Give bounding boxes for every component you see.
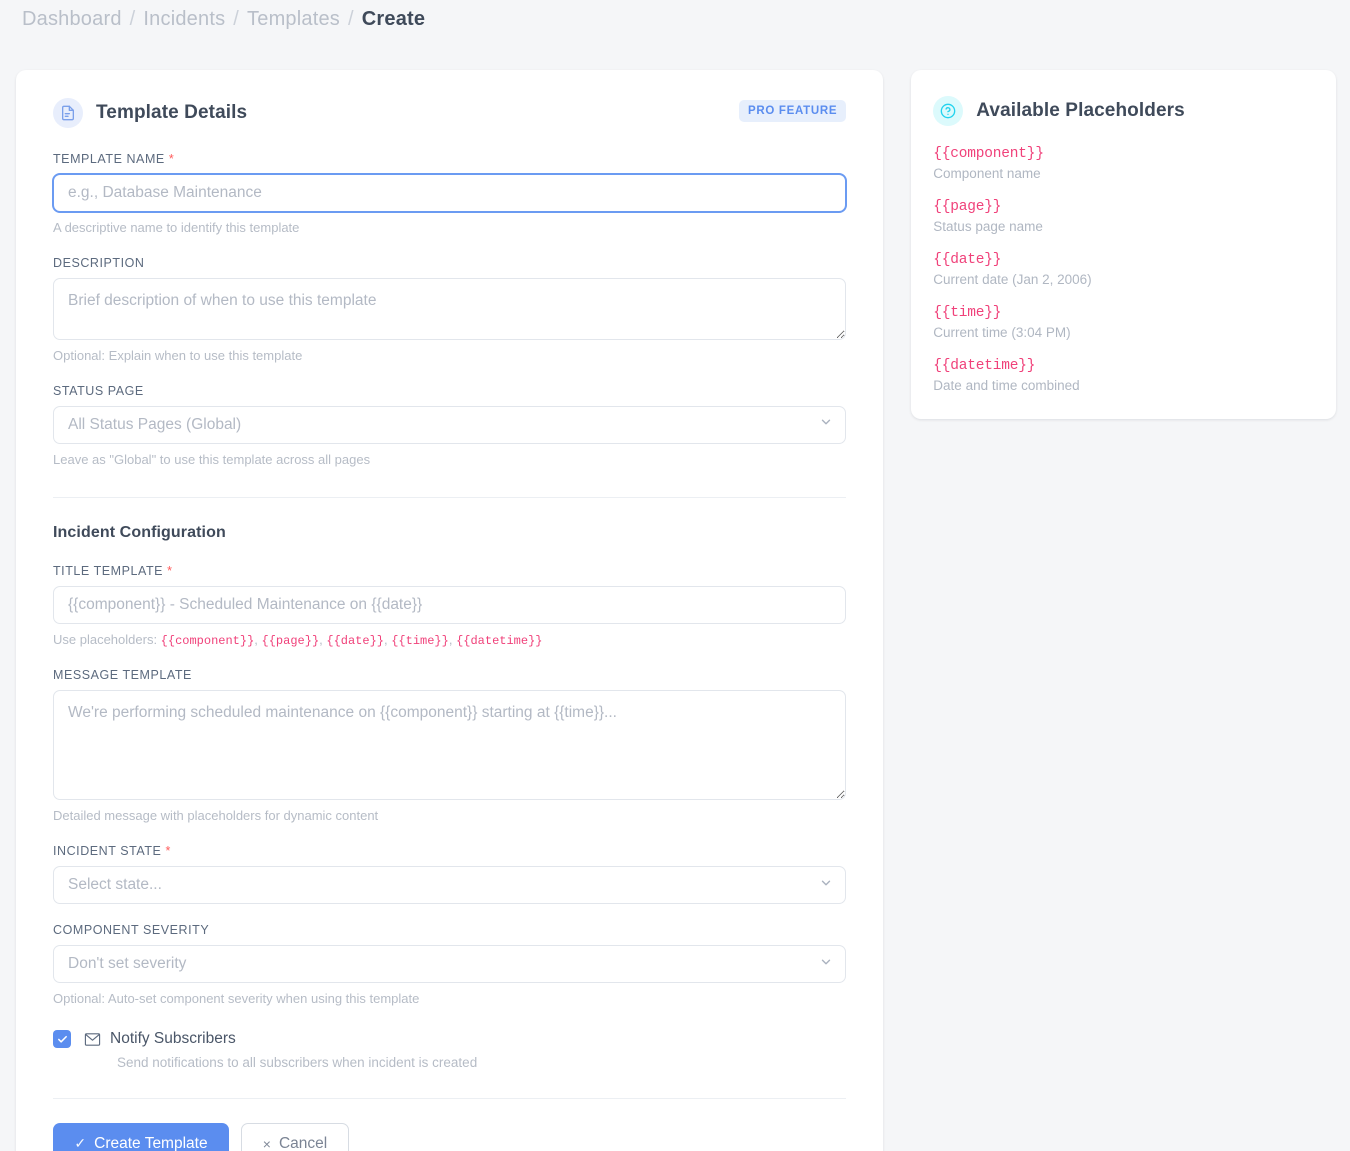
breadcrumb-item-templates[interactable]: Templates [247, 8, 340, 30]
placeholder-item: {{page}} Status page name [933, 199, 1314, 234]
incident-state-label: INCIDENT STATE * [53, 844, 171, 859]
incident-state-select[interactable]: Select state... [53, 866, 847, 905]
message-template-label: MESSAGE TEMPLATE [53, 668, 192, 683]
message-template-textarea[interactable] [53, 690, 847, 801]
title-template-input[interactable] [53, 585, 847, 624]
breadcrumb-item-incidents[interactable]: Incidents [143, 8, 226, 30]
close-icon: × [262, 1135, 271, 1151]
envelope-icon [84, 1031, 101, 1048]
notify-subscribers-row[interactable]: Notify Subscribers [53, 1030, 846, 1049]
placeholder-item: {{date}} Current date (Jan 2, 2006) [933, 252, 1314, 287]
chevron-down-icon [819, 955, 833, 974]
status-page-hint: Leave as "Global" to use this template a… [53, 451, 371, 467]
create-template-button[interactable]: ✓ Create Template [53, 1123, 229, 1151]
placeholder-code[interactable]: {{date}} [933, 252, 1002, 268]
document-icon [53, 98, 83, 128]
placeholder-item: {{datetime}} Date and time combined [933, 358, 1314, 393]
status-page-label: STATUS PAGE [53, 383, 144, 398]
card-header: Template Details [53, 96, 846, 130]
placeholder-code: {{page}} [261, 633, 320, 648]
available-placeholders-card: Available Placeholders {{component}} Com… [911, 70, 1336, 419]
page-title: Template Details [96, 102, 248, 123]
placeholder-code[interactable]: {{page}} [933, 199, 1002, 215]
description-textarea[interactable] [53, 277, 847, 340]
field-status-page: STATUS PAGE All Status Pages (Global) Le… [53, 383, 847, 469]
required-marker: * [168, 152, 175, 166]
required-marker: * [167, 563, 173, 578]
content-area: Template Details PRO FEATURE TEMPLATE NA… [16, 70, 1336, 1151]
component-severity-label: COMPONENT SEVERITY [53, 923, 210, 938]
form-actions: ✓ Create Template × Cancel [53, 1123, 846, 1151]
check-icon: ✓ [74, 1135, 87, 1151]
placeholder-description: Current time (3:04 PM) [933, 325, 1071, 340]
cancel-button[interactable]: × Cancel [241, 1123, 349, 1151]
field-incident-state: INCIDENT STATE * Select state... [53, 844, 847, 905]
required-marker: * [165, 844, 171, 859]
field-title-template: TITLE TEMPLATE * Use placeholders: {{com… [53, 563, 847, 650]
placeholder-item: {{component}} Component name [933, 146, 1314, 181]
cancel-label: Cancel [278, 1134, 328, 1151]
breadcrumb-separator: / [129, 8, 136, 30]
placeholder-code: {{date}} [326, 633, 384, 648]
section-divider [53, 496, 847, 498]
incident-configuration-heading: Incident Configuration [53, 523, 226, 541]
placeholder-code[interactable]: {{time}} [933, 305, 1002, 321]
help-circle-icon [933, 96, 964, 126]
placeholder-item: {{time}} Current time (3:04 PM) [933, 305, 1314, 340]
placeholder-code: {{time}} [391, 633, 449, 648]
notify-subscribers-checkbox[interactable] [53, 1030, 71, 1049]
breadcrumb: Dashboard / Incidents / Templates / Crea… [22, 8, 425, 31]
sidebar-header: Available Placeholders [933, 94, 1314, 128]
create-template-label: Create Template [94, 1134, 208, 1151]
chevron-down-icon [819, 876, 833, 895]
incident-state-value: Select state... [68, 876, 162, 894]
message-template-hint: Detailed message with placeholders for d… [53, 808, 379, 824]
placeholder-code: {{datetime}} [456, 633, 543, 648]
placeholder-code[interactable]: {{component}} [933, 146, 1044, 162]
actions-divider [53, 1098, 847, 1100]
description-label: DESCRIPTION [53, 255, 145, 270]
field-description: DESCRIPTION Optional: Explain when to us… [53, 255, 847, 365]
component-severity-select[interactable]: Don't set severity [53, 945, 847, 984]
hint-prefix: Use placeholders: [53, 631, 161, 647]
description-hint: Optional: Explain when to use this templ… [53, 347, 303, 363]
placeholder-code[interactable]: {{datetime}} [933, 358, 1036, 374]
placeholder-code: {{component}} [160, 633, 255, 648]
placeholder-description: Component name [933, 166, 1041, 181]
sidebar-title: Available Placeholders [976, 100, 1185, 121]
placeholder-description: Status page name [933, 219, 1043, 234]
breadcrumb-item-create: Create [361, 8, 426, 30]
template-name-hint: A descriptive name to identify this temp… [53, 220, 300, 235]
field-message-template: MESSAGE TEMPLATE Detailed message with p… [53, 668, 847, 825]
pro-feature-badge: PRO FEATURE [739, 100, 847, 122]
placeholder-description: Current date (Jan 2, 2006) [933, 272, 1092, 287]
breadcrumb-separator: / [348, 8, 354, 30]
notify-subscribers-description: Send notifications to all subscribers wh… [117, 1055, 478, 1071]
title-template-label: TITLE TEMPLATE * [53, 563, 173, 578]
breadcrumb-item-dashboard[interactable]: Dashboard [22, 8, 122, 30]
status-page-value: All Status Pages (Global) [68, 415, 242, 433]
template-name-label: TEMPLATE NAME * [53, 152, 175, 166]
component-severity-hint: Optional: Auto-set component severity wh… [53, 991, 420, 1007]
status-page-select[interactable]: All Status Pages (Global) [53, 405, 847, 444]
field-template-name: TEMPLATE NAME * A descriptive name to id… [53, 152, 847, 237]
chevron-down-icon [819, 415, 833, 434]
template-details-card: Template Details PRO FEATURE TEMPLATE NA… [16, 70, 884, 1151]
template-name-input[interactable] [53, 174, 847, 212]
title-template-hint: Use placeholders: {{component}}, {{page}… [53, 631, 543, 648]
placeholder-description: Date and time combined [933, 378, 1080, 393]
breadcrumb-separator: / [233, 8, 240, 30]
component-severity-value: Don't set severity [68, 955, 187, 973]
notify-subscribers-label: Notify Subscribers [110, 1030, 236, 1048]
field-component-severity: COMPONENT SEVERITY Don't set severity Op… [53, 923, 847, 1008]
